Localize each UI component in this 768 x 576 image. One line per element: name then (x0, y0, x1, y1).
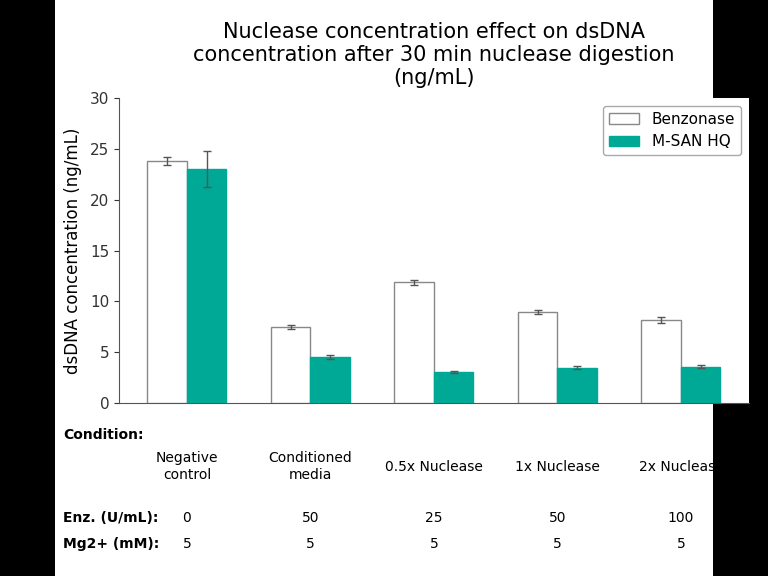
Bar (641, 320, 681, 403)
Text: Mg2+ (mM):: Mg2+ (mM): (63, 537, 159, 551)
Text: 5: 5 (429, 537, 439, 551)
Text: 100: 100 (667, 511, 694, 525)
Text: 50: 50 (548, 511, 566, 525)
Text: 2x Nuclease: 2x Nuclease (638, 460, 723, 473)
Text: Condition:: Condition: (63, 428, 144, 442)
Bar (518, 312, 558, 403)
Text: Negative
control: Negative control (156, 452, 218, 482)
Bar (310, 357, 350, 403)
Bar (681, 366, 720, 403)
Text: 25: 25 (425, 511, 442, 525)
Text: 5: 5 (306, 537, 315, 551)
Text: 5: 5 (677, 537, 685, 551)
Text: 50: 50 (302, 511, 319, 525)
Text: 0.5x Nuclease: 0.5x Nuclease (385, 460, 483, 473)
Bar (187, 169, 227, 403)
Bar (558, 367, 597, 403)
Bar (434, 372, 473, 403)
Text: 5: 5 (183, 537, 191, 551)
Text: 1x Nuclease: 1x Nuclease (515, 460, 600, 473)
Title: Nuclease concentration effect on dsDNA
concentration after 30 min nuclease diges: Nuclease concentration effect on dsDNA c… (194, 22, 674, 88)
Bar (271, 327, 310, 403)
Bar (395, 282, 434, 403)
Legend: Benzonase, M-SAN HQ: Benzonase, M-SAN HQ (603, 105, 741, 156)
Text: Enz. (U/mL):: Enz. (U/mL): (63, 511, 158, 525)
Text: Conditioned
media: Conditioned media (269, 452, 353, 482)
Y-axis label: dsDNA concentration (ng/mL): dsDNA concentration (ng/mL) (64, 127, 81, 374)
Text: 5: 5 (553, 537, 561, 551)
Bar (147, 161, 187, 403)
Text: 0: 0 (183, 511, 191, 525)
